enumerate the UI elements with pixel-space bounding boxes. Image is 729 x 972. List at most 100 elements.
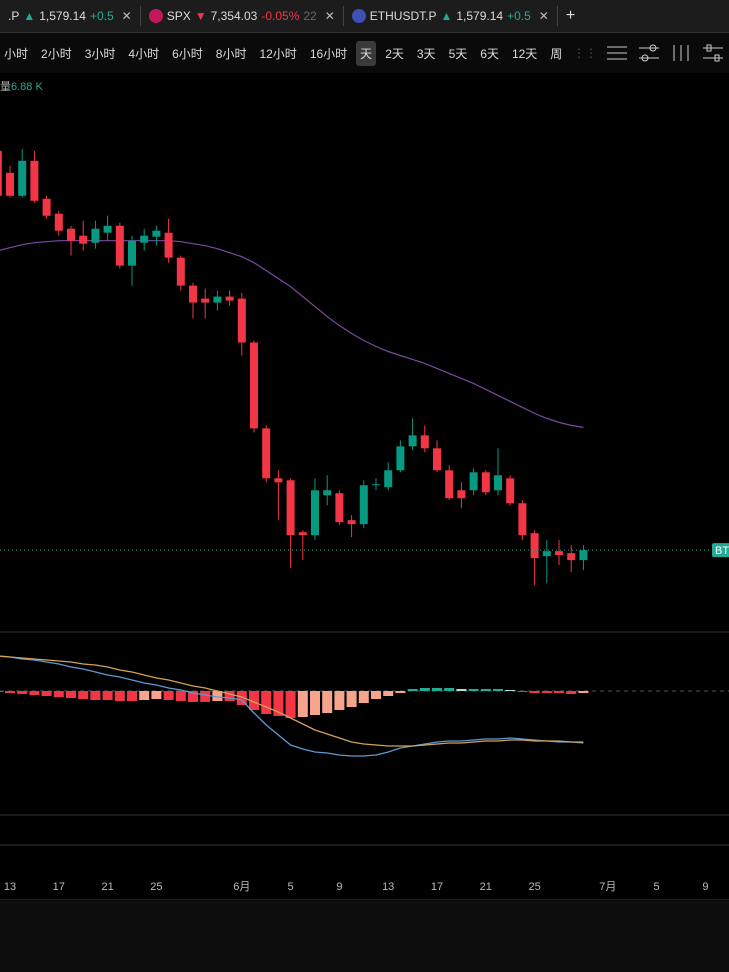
interval[interactable]: 天 — [356, 40, 377, 66]
x-tick-label: 17 — [431, 881, 443, 893]
macd-bar — [383, 691, 394, 696]
macd-bar — [249, 691, 259, 710]
candle-body — [140, 235, 149, 243]
macd-bar — [346, 691, 357, 707]
candle-body — [79, 235, 88, 244]
macd-bar — [53, 691, 64, 697]
change: +0.5 — [507, 9, 531, 23]
interval[interactable]: 2天 — [385, 46, 404, 61]
candle-body — [359, 485, 368, 525]
macd-bar — [358, 691, 369, 703]
interval[interactable]: 3天 — [416, 46, 436, 61]
interval[interactable]: 4小时 — [128, 46, 160, 61]
candle-body — [67, 228, 75, 241]
macd-bar — [529, 691, 540, 693]
macd-bar — [407, 689, 418, 691]
macd-bar — [310, 691, 320, 715]
candle-body — [469, 472, 478, 491]
symbol: .P — [8, 9, 20, 23]
candle-body — [152, 230, 161, 237]
candle-body — [481, 472, 490, 493]
candle-body — [298, 532, 307, 536]
chart: 量6.88 K BT 13 17 21 25 6月 5 9 13 17 21 25 7月 5 9 — [0, 80, 729, 900]
macd-bar — [5, 691, 15, 693]
macd-bar — [102, 691, 113, 700]
x-tick-label: 25 — [150, 881, 162, 893]
candle-body — [91, 228, 100, 243]
macd-bar — [468, 689, 479, 691]
macd-bar — [41, 691, 52, 696]
interval[interactable]: 12天 — [511, 46, 538, 61]
macd-bar — [90, 691, 101, 700]
candle-body — [396, 446, 405, 471]
macd-bar — [297, 691, 308, 717]
macd-bar — [395, 691, 406, 693]
tool-icon[interactable] — [701, 43, 725, 63]
macd-bar — [127, 691, 137, 701]
macd-bar — [188, 691, 198, 702]
macd-bar — [200, 691, 211, 702]
macd-bar — [175, 691, 186, 701]
macd-bar — [554, 691, 564, 693]
macd-line — [0, 655, 584, 757]
candle-body — [567, 553, 576, 561]
tool-icon[interactable] — [669, 43, 693, 63]
candle-body — [225, 296, 234, 301]
x-tick-label: 9 — [702, 881, 708, 893]
candle-body — [250, 342, 258, 429]
candle-body — [30, 160, 39, 201]
x-tick-label: 5 — [654, 881, 660, 893]
candle-body — [494, 475, 502, 491]
macd-bar — [334, 691, 345, 710]
candle-body — [542, 551, 551, 557]
interval[interactable]: 小时 — [4, 46, 29, 61]
candle-body — [103, 225, 112, 233]
candle-body — [213, 296, 222, 303]
macd-line — [0, 655, 584, 747]
tab[interactable]: SPX ▼ 7,354.03 -0.05% 22 ✕ — [141, 6, 344, 26]
candle-body — [128, 240, 136, 266]
macd-bar — [78, 691, 89, 699]
tool-icon[interactable] — [637, 43, 661, 63]
tool-icon[interactable] — [605, 43, 629, 63]
tab[interactable]: ETHUSDT.P ▲ 1,579.14 +0.5 ✕ — [344, 6, 558, 26]
add-tab[interactable]: + — [565, 7, 576, 24]
interval[interactable]: 8小时 — [215, 46, 247, 61]
macd-bar — [273, 691, 284, 716]
interval[interactable]: 16小时 — [309, 46, 348, 61]
candle-body — [201, 298, 210, 303]
macd-bar — [444, 688, 455, 691]
candle-body — [579, 550, 588, 561]
interval[interactable]: 周 — [550, 46, 563, 61]
candle-body — [6, 172, 14, 196]
volume-label: 量6.88 K — [0, 80, 43, 93]
macd-bar — [17, 691, 28, 694]
interval[interactable]: 12小时 — [259, 46, 297, 61]
candle-body — [420, 435, 429, 449]
x-tick-label: 25 — [528, 881, 540, 893]
candle-body — [530, 533, 539, 559]
candle-body — [164, 232, 173, 258]
interval[interactable]: 5天 — [448, 46, 468, 61]
macd-bar — [480, 689, 491, 691]
change: +0.5 — [89, 9, 114, 23]
x-tick-label: 7月 — [599, 881, 616, 893]
candle-body — [176, 257, 185, 286]
candle-body — [262, 428, 271, 479]
interval[interactable]: 6天 — [480, 46, 499, 61]
macd-bar — [285, 691, 296, 718]
candle-body — [323, 490, 332, 496]
macd-bar — [493, 689, 503, 691]
macd-bar — [114, 691, 125, 701]
interval[interactable]: 2小时 — [41, 46, 72, 61]
candle-body — [372, 484, 380, 486]
interval[interactable]: 3小时 — [84, 46, 116, 61]
footer — [0, 900, 729, 972]
x-tick-label: 13 — [382, 881, 394, 893]
interval[interactable]: 6小时 — [172, 46, 203, 61]
interval-bar: 小时2小时3小时4小时6小时8小时12小时16小时天2天3天5天6天12天周2周… — [0, 33, 729, 73]
candle-body — [115, 225, 124, 266]
candle-body — [433, 448, 441, 471]
tab[interactable]: .P ▲ 1,579.14 +0.5 ✕ — [0, 6, 141, 26]
